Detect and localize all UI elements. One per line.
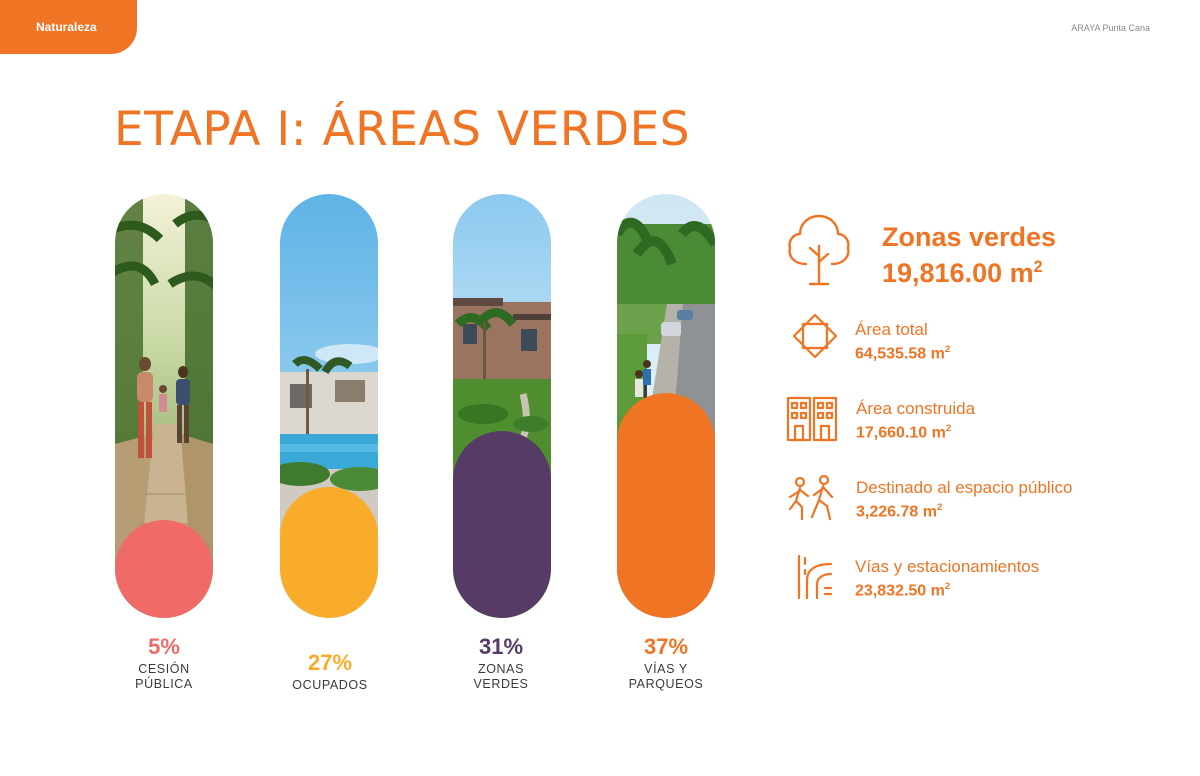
pill-ocupados bbox=[280, 194, 378, 618]
pill-fill bbox=[280, 487, 378, 618]
metric-unit: 2 bbox=[945, 423, 952, 434]
metric-unit: 2 bbox=[1033, 258, 1043, 276]
stat-percent: 31% bbox=[478, 634, 524, 659]
stat-ocupados: 27% OCUPADOS bbox=[260, 650, 400, 693]
metric-name: Área construida bbox=[856, 399, 976, 418]
metric-espacio-publico: Destinado al espacio público 3,226.78 m2 bbox=[786, 475, 1072, 522]
metric-area-construida: Área construida 17,660.10 m2 bbox=[786, 396, 975, 443]
metric-unit: 2 bbox=[936, 502, 943, 513]
pill-fill bbox=[115, 520, 213, 618]
stat-label: ZONAS VERDES bbox=[473, 662, 529, 691]
metric-zonas-verdes: Zonas verdes 19,816.00 m2 bbox=[786, 212, 1056, 288]
metric-name: Vías y estacionamientos bbox=[855, 557, 1040, 576]
pill-vias-parqueos bbox=[617, 194, 715, 618]
stat-label: OCUPADOS bbox=[292, 678, 368, 692]
brand-name: ARAYA Punta Cana bbox=[1071, 23, 1150, 33]
pill-fill bbox=[617, 393, 715, 618]
stat-vias-parqueos: 37% VÍAS Y PARQUEOS bbox=[596, 634, 736, 692]
people-walking-icon bbox=[788, 475, 834, 521]
metric-name: Destinado al espacio público bbox=[856, 478, 1073, 497]
metric-area-total: Área total 64,535.58 m2 bbox=[792, 313, 950, 364]
buildings-icon bbox=[786, 396, 838, 442]
stat-zonas-verdes: 31% ZONAS VERDES bbox=[431, 634, 571, 692]
page-title: ETAPA I: ÁREAS VERDES bbox=[114, 102, 691, 157]
stat-label: VÍAS Y PARQUEOS bbox=[628, 662, 704, 691]
stat-percent: 37% bbox=[643, 634, 689, 659]
pill-cesion-publica bbox=[115, 194, 213, 618]
metric-value: 19,816.00 m bbox=[882, 258, 1034, 288]
stat-cesion-publica: 5% CESIÓN PÚBLICA bbox=[94, 634, 234, 692]
tree-icon bbox=[788, 214, 850, 286]
metric-value: 23,832.50 m bbox=[855, 582, 945, 600]
pill-zonas-verdes bbox=[453, 194, 551, 618]
section-tab-label: Naturaleza bbox=[36, 20, 97, 34]
metric-value: 17,660.10 m bbox=[856, 424, 946, 442]
stat-label: CESIÓN PÚBLICA bbox=[135, 662, 193, 691]
metric-name: Zonas verdes bbox=[882, 222, 1057, 252]
section-tab[interactable]: Naturaleza bbox=[0, 0, 137, 54]
metric-unit: 2 bbox=[944, 581, 951, 592]
area-diamond-icon bbox=[792, 313, 838, 359]
pill-fill bbox=[453, 431, 551, 618]
metric-value: 3,226.78 m bbox=[856, 503, 937, 521]
metric-unit: 2 bbox=[944, 344, 951, 355]
metric-value: 64,535.58 m bbox=[855, 345, 945, 363]
stat-percent: 27% bbox=[307, 650, 353, 675]
metric-vias-estacionamientos: Vías y estacionamientos 23,832.50 m2 bbox=[795, 554, 1039, 601]
road-icon bbox=[797, 554, 833, 600]
metric-name: Área total bbox=[855, 320, 928, 339]
stat-percent: 5% bbox=[148, 634, 180, 659]
